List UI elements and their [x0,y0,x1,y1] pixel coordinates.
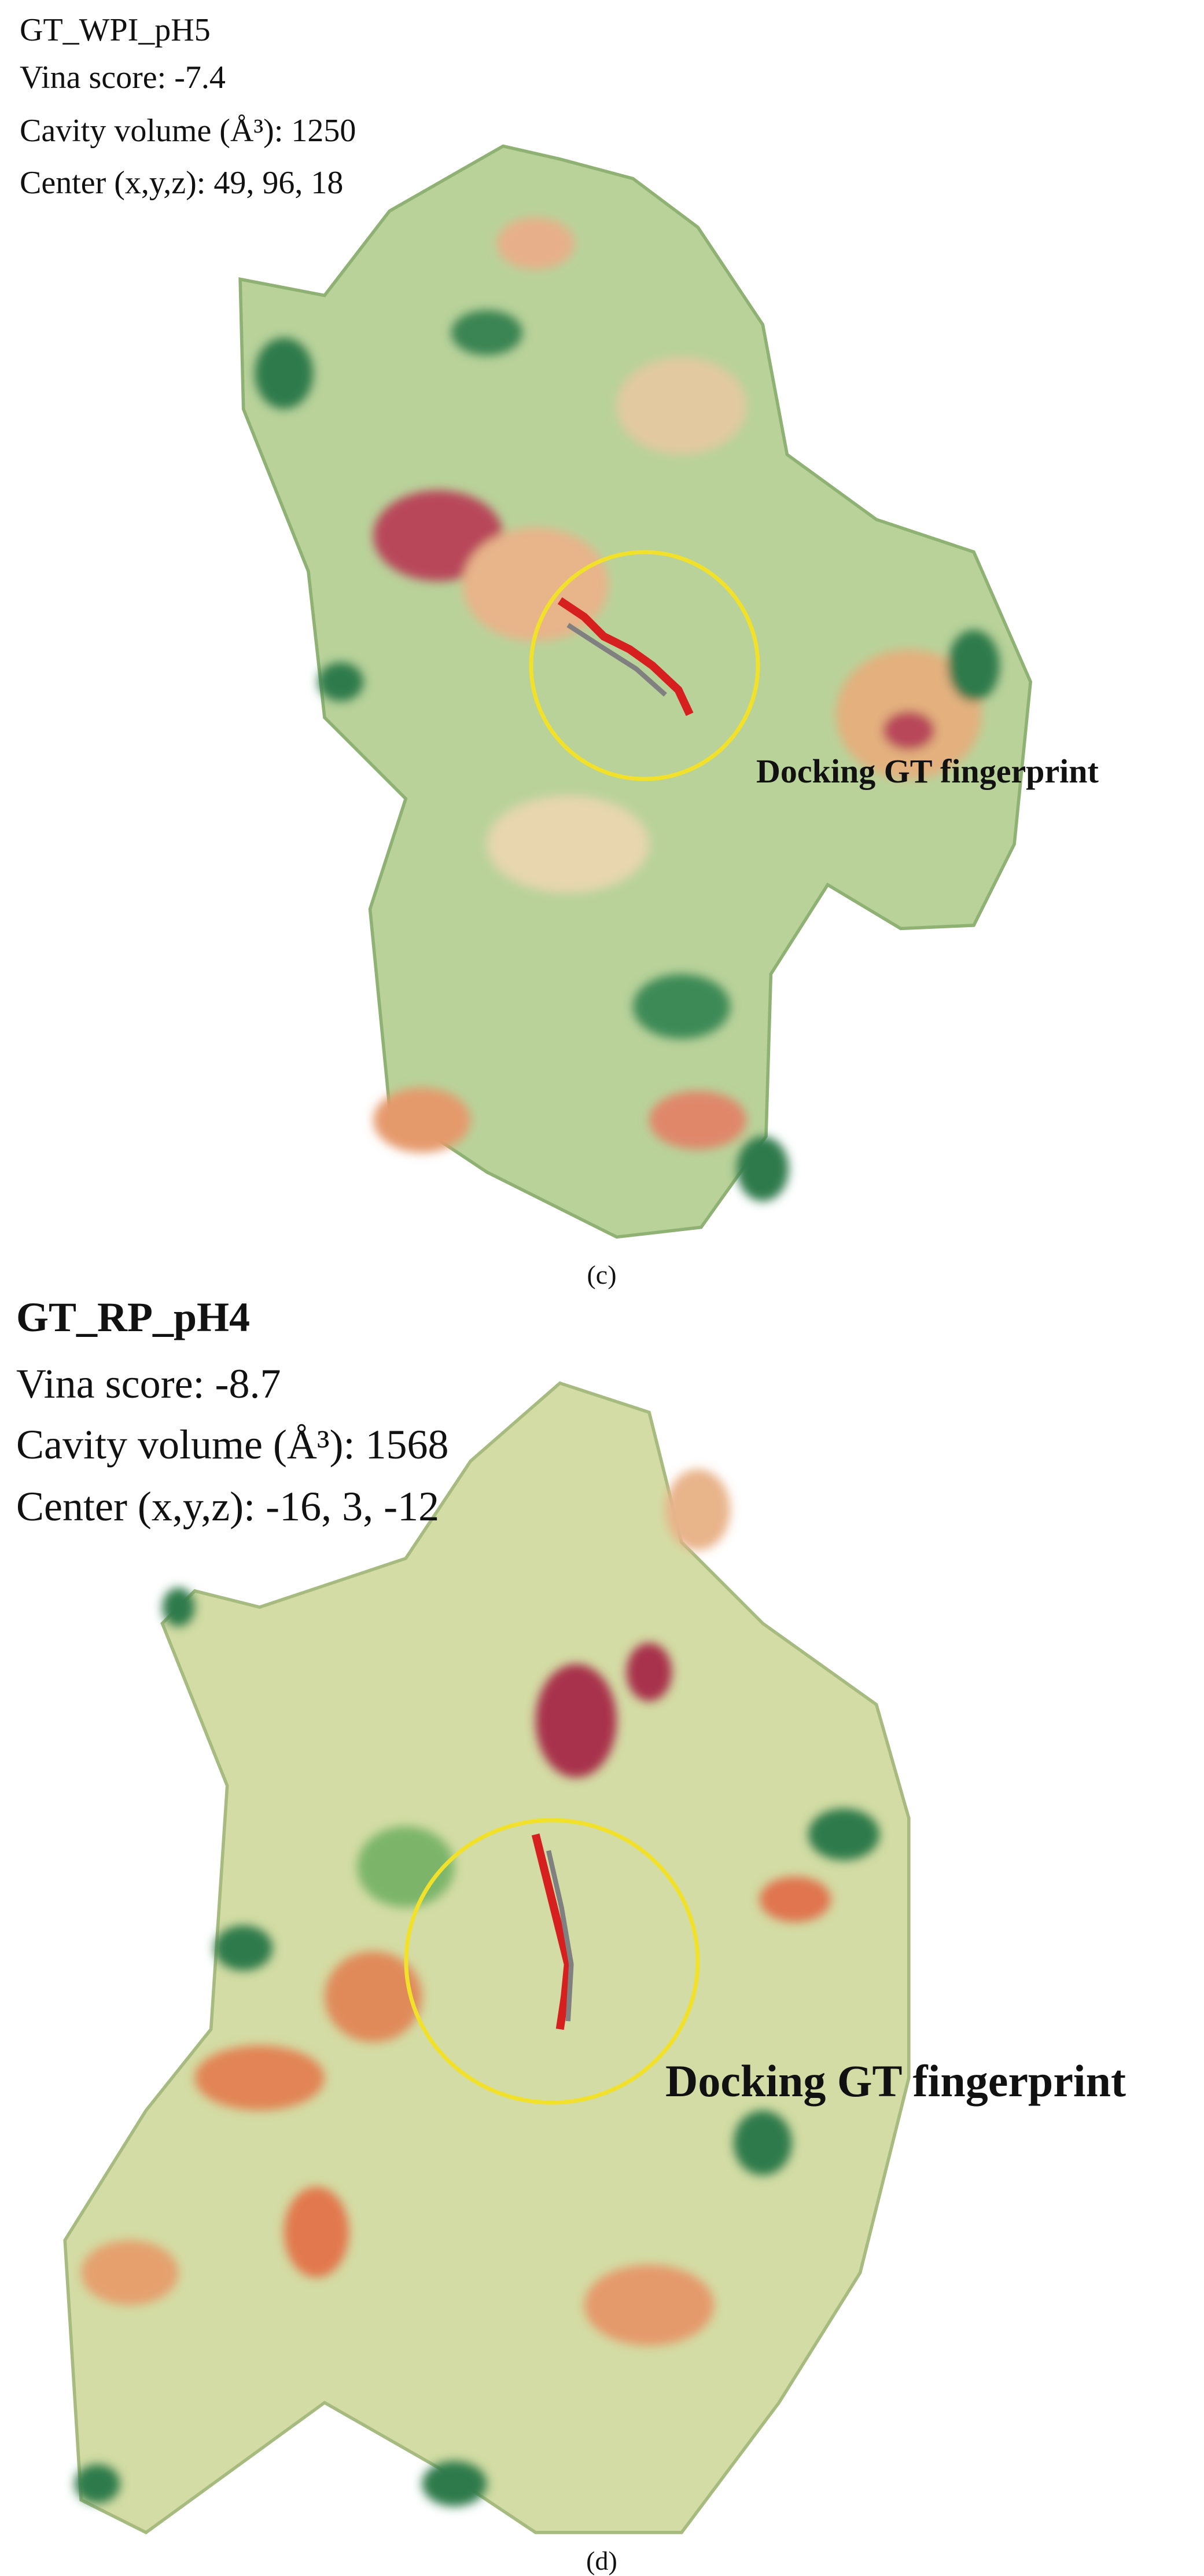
vina-score: Vina score: -8.7 [16,1361,281,1407]
vina-score: Vina score: -7.4 [20,60,226,95]
panel-caption: (d) [586,2546,617,2575]
panel-title: GT_RP_pH4 [16,1294,250,1340]
cavity-volume: Cavity volume (Å³): 1568 [16,1421,449,1468]
protein-surface-c [238,144,1033,1239]
protein-surface-d [63,1381,911,2535]
annotation: Docking GT fingerprint [756,752,1099,790]
annotation: Docking GT fingerprint [665,2056,1126,2106]
panel-caption: (c) [587,1260,616,1289]
cavity-volume: Cavity volume (Å³): 1250 [20,113,356,149]
docking-circle [529,550,760,781]
panel-title: GT_WPI_pH5 [20,12,211,48]
docking-circle [404,1818,700,2105]
center: Center (x,y,z): -16, 3, -12 [16,1483,439,1530]
center: Center (x,y,z): 49, 96, 18 [20,165,343,201]
